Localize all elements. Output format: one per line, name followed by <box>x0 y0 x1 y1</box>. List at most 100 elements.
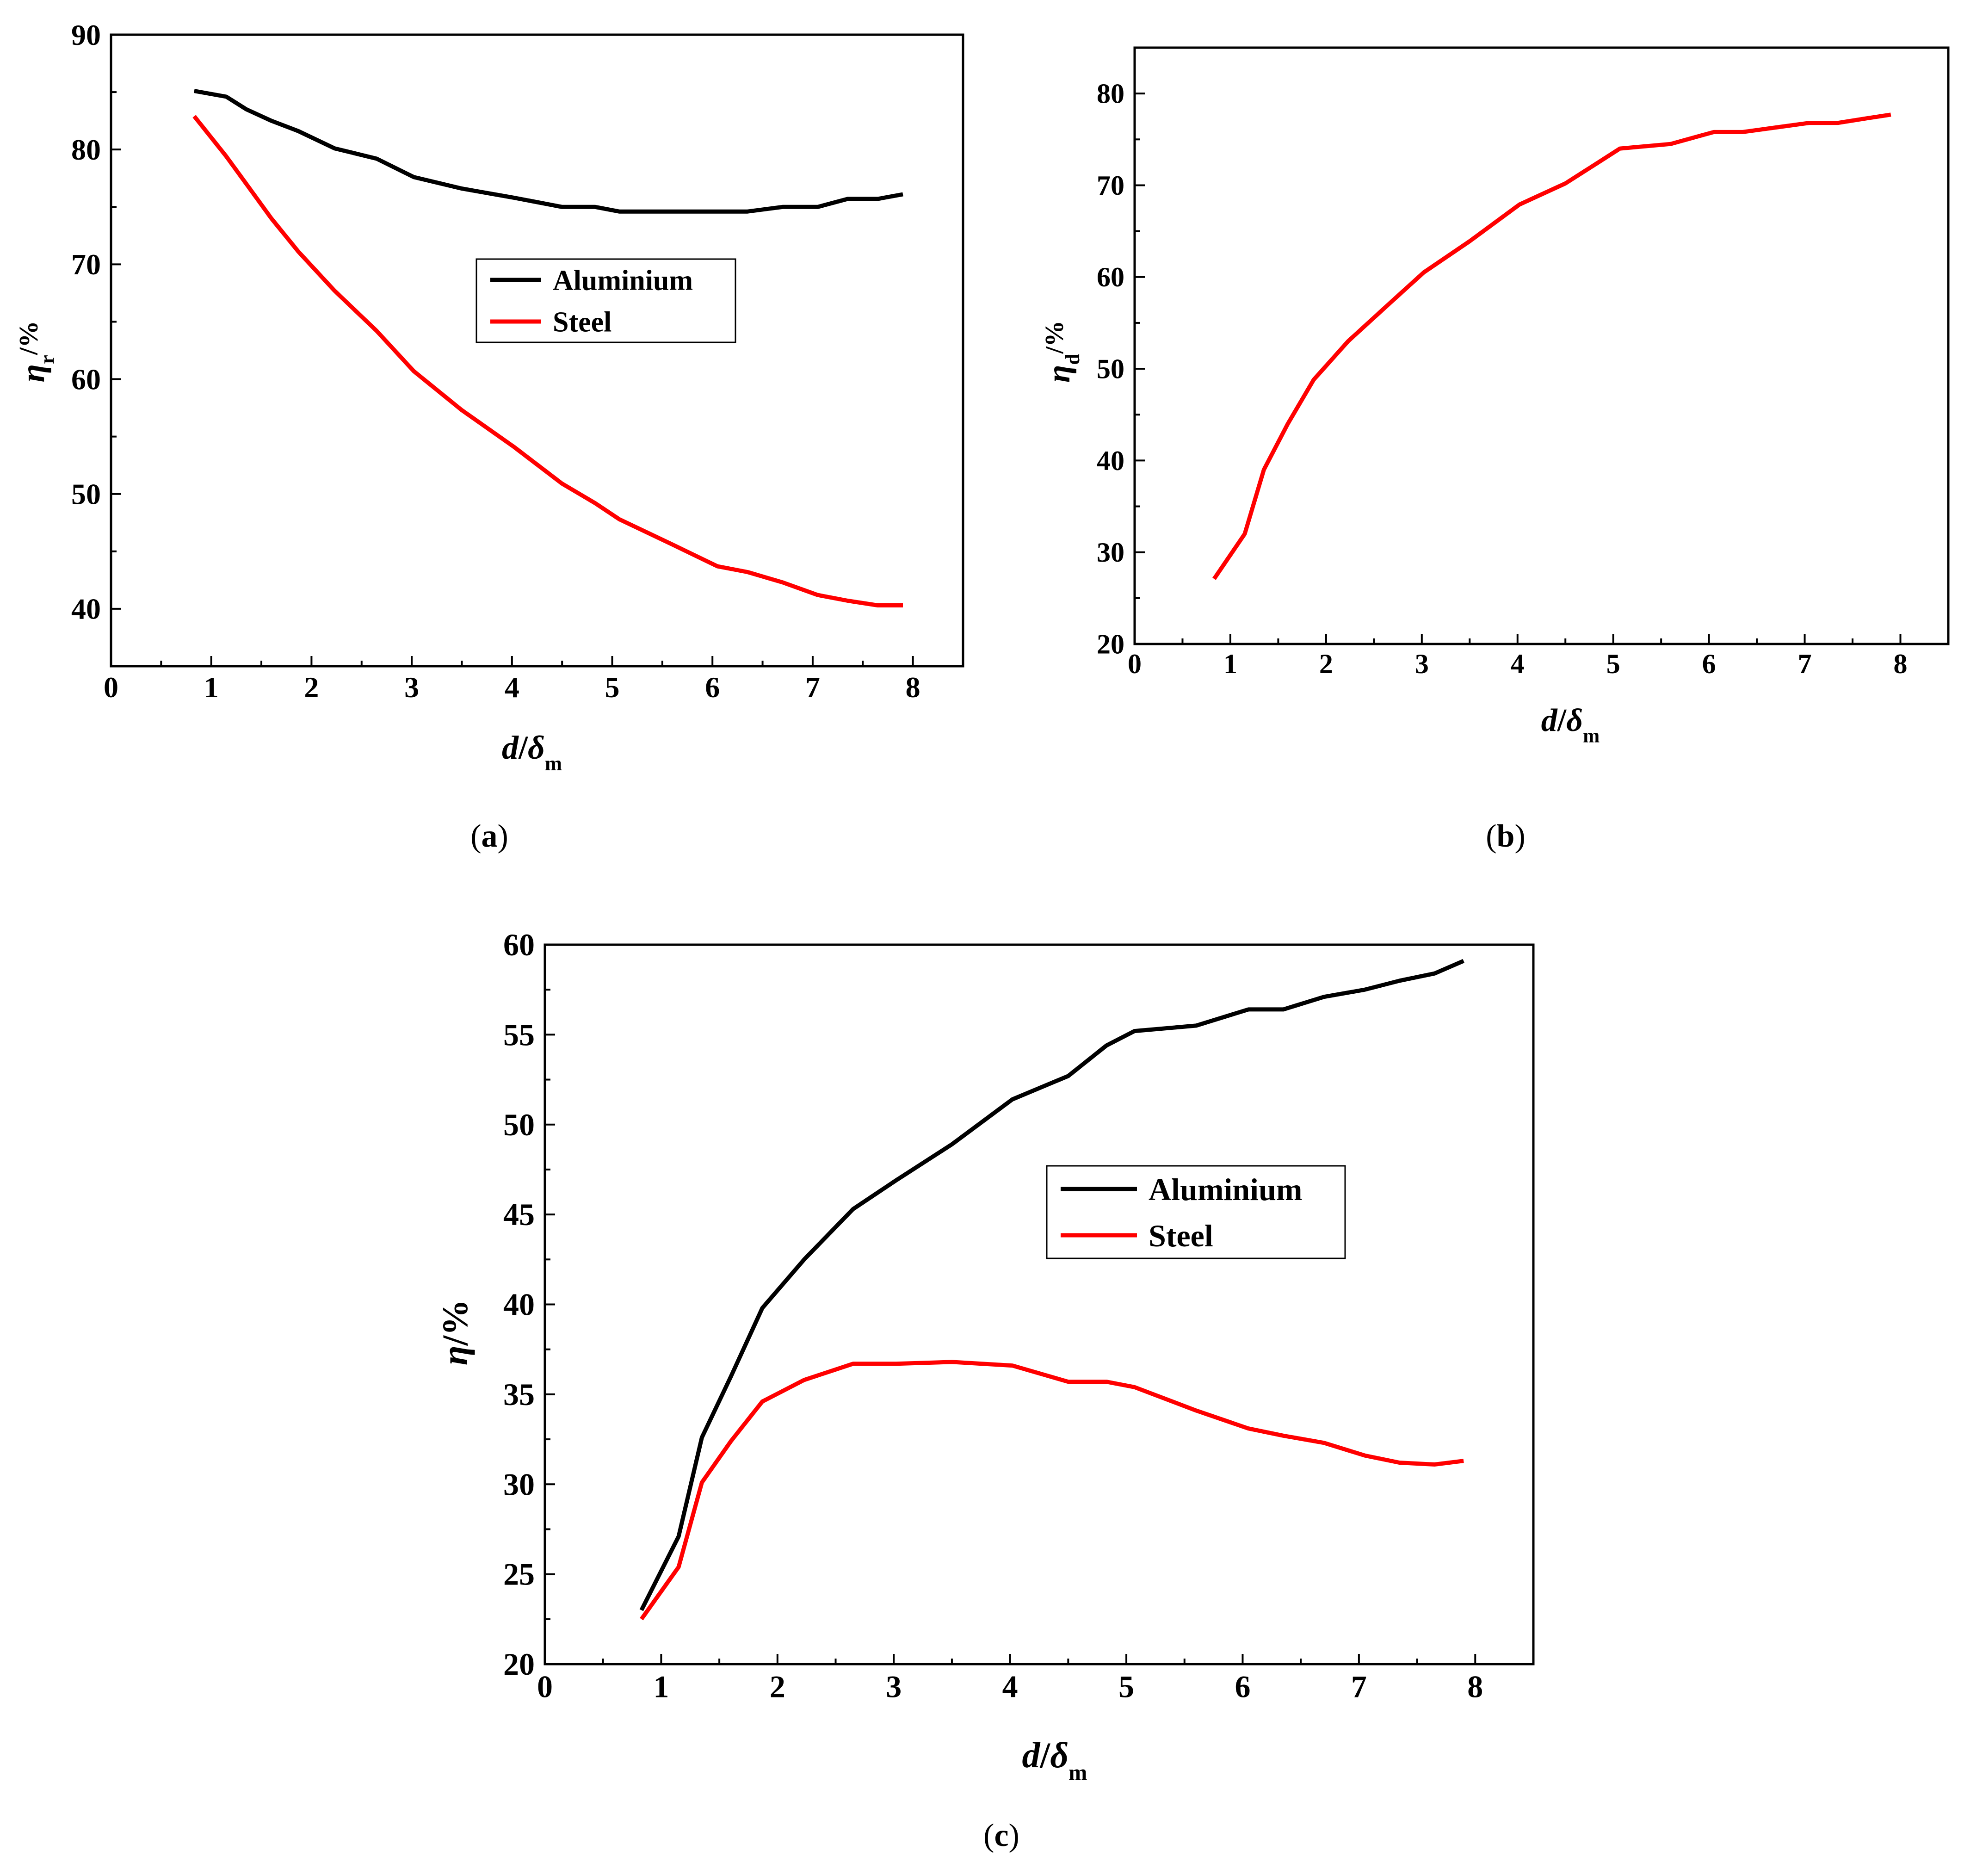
series-line-steel <box>192 115 903 607</box>
y-tick-label: 70 <box>71 248 101 281</box>
x-tick-label: 4 <box>1511 649 1525 679</box>
y-tick-label: 60 <box>503 927 535 962</box>
y-tick-label: 60 <box>1097 262 1124 292</box>
y-tick-label: 80 <box>71 133 101 166</box>
x-tick-label: 8 <box>906 671 920 704</box>
x-axis-title-sep: / <box>1040 1735 1051 1775</box>
y-tick-label: 45 <box>503 1197 535 1232</box>
x-axis-title-var: d <box>1541 703 1558 738</box>
y-tick-label: 70 <box>1097 170 1124 201</box>
caption-letter: c <box>994 1818 1008 1853</box>
x-axis-title-sep: / <box>1557 703 1567 738</box>
chart-panel-c: 0 1 2 3 4 5 6 7 8202530354045505560d/δmη/%Alumin… <box>435 927 1535 1853</box>
series-line-data <box>1212 112 1891 580</box>
y-axis-title-unit: /% <box>1040 321 1069 354</box>
x-tick-label: 3 <box>404 671 419 704</box>
x-axis-title: d/δm <box>502 729 562 775</box>
caption-letter: a <box>482 818 498 854</box>
y-tick-label: 90 <box>71 19 101 51</box>
x-tick-label: 1 <box>653 1669 669 1704</box>
legend-frame <box>1046 1165 1346 1259</box>
plot-frame <box>543 943 1535 1665</box>
x-tick-label: 1 <box>1223 649 1237 679</box>
series-line-aluminium <box>639 959 1464 1611</box>
caption-open: ( <box>1486 818 1496 854</box>
series-line-steel <box>640 1360 1464 1621</box>
plot-frame <box>1133 46 1950 645</box>
x-axis-title-var: d <box>502 729 519 766</box>
x-axis-title-sep: / <box>518 729 528 766</box>
x-tick-label: 3 <box>886 1669 902 1704</box>
x-axis-title-symbol: δ <box>1566 703 1583 738</box>
legend-label: Steel <box>1149 1218 1213 1253</box>
x-axis-title: d/δm <box>1022 1735 1087 1785</box>
y-axis-title: η/% <box>435 1300 475 1365</box>
legend-label: Steel <box>553 307 611 338</box>
y-axis-title-unit: /% <box>435 1300 475 1346</box>
x-tick-label: 7 <box>1351 1669 1367 1704</box>
y-tick-label: 80 <box>1097 79 1124 109</box>
y-axis-title-subscript: r <box>36 355 59 364</box>
y-tick-label: 50 <box>1097 353 1124 384</box>
y-tick-label: 30 <box>1097 537 1124 568</box>
y-axis-title: ηd/% <box>1040 321 1084 383</box>
plot-frame <box>110 33 964 668</box>
legend-frame <box>476 258 736 343</box>
x-tick-label: 0 <box>1128 649 1142 679</box>
x-axis-title-subscript: m <box>1583 725 1600 747</box>
caption-close: ) <box>1009 1818 1019 1853</box>
y-tick-label: 60 <box>71 363 101 396</box>
x-tick-label: 0 <box>104 671 118 704</box>
y-axis-title: ηr/% <box>14 321 59 383</box>
x-tick-label: 4 <box>1002 1669 1018 1704</box>
x-axis-title-symbol: δ <box>1050 1735 1068 1775</box>
x-axis-title-var: d <box>1022 1735 1041 1775</box>
chart-panel-a: 0 1 2 3 4 5 6 7 8 40 50 60 70 80 90 d/δm ηr/% Aluminium St… <box>14 19 964 854</box>
y-tick-label: 40 <box>503 1287 535 1322</box>
x-tick-label: 4 <box>505 671 519 704</box>
y-axis-title-unit: /% <box>14 321 43 356</box>
y-tick-label: 40 <box>1097 446 1124 476</box>
x-tick-label: 3 <box>1415 649 1429 679</box>
x-tick-label: 8 <box>1467 1669 1483 1704</box>
y-tick-label: 20 <box>1097 629 1124 659</box>
x-tick-label: 6 <box>1235 1669 1250 1704</box>
x-tick-label: 5 <box>1606 649 1620 679</box>
caption-open: ( <box>983 1818 994 1853</box>
x-tick-label: 5 <box>1118 1669 1134 1704</box>
y-axis-title-symbol: η <box>1041 365 1077 383</box>
caption-letter: b <box>1497 818 1515 854</box>
series-line-aluminium <box>194 89 903 214</box>
x-tick-label: 2 <box>770 1669 785 1704</box>
x-axis-title-symbol: δ <box>528 729 545 766</box>
legend: Aluminium Steel <box>476 258 736 343</box>
x-axis-title-subscript: m <box>1068 1760 1087 1785</box>
x-tick-label: 7 <box>1798 649 1812 679</box>
y-tick-label: 30 <box>503 1467 535 1502</box>
x-tick-label: 8 <box>1894 649 1908 679</box>
caption-open: ( <box>470 818 481 854</box>
y-tick-label: 35 <box>503 1377 535 1412</box>
x-axis-title-subscript: m <box>545 752 562 775</box>
x-tick-label: 6 <box>1702 649 1716 679</box>
x-tick-label: 5 <box>605 671 620 704</box>
x-axis-title: d/δm <box>1541 703 1600 747</box>
legend-label: Aluminium <box>553 265 693 297</box>
panel-caption: (c) <box>983 1818 1019 1853</box>
x-tick-label: 7 <box>805 671 820 704</box>
y-tick-label: 40 <box>71 593 101 625</box>
y-axis-title-subscript: d <box>1062 354 1084 365</box>
y-tick-label: 20 <box>503 1647 535 1682</box>
y-tick-label: 50 <box>71 477 101 510</box>
caption-close: ) <box>1514 818 1525 854</box>
x-tick-label: 6 <box>705 671 720 704</box>
x-tick-label: 0 <box>537 1669 553 1704</box>
x-tick-label: 1 <box>204 671 219 704</box>
y-tick-label: 50 <box>503 1107 535 1142</box>
y-axis-title-symbol: η <box>435 1345 475 1365</box>
x-tick-label: 2 <box>304 671 319 704</box>
panel-caption: (b) <box>1486 818 1525 854</box>
legend: Aluminium Steel <box>1046 1165 1346 1259</box>
